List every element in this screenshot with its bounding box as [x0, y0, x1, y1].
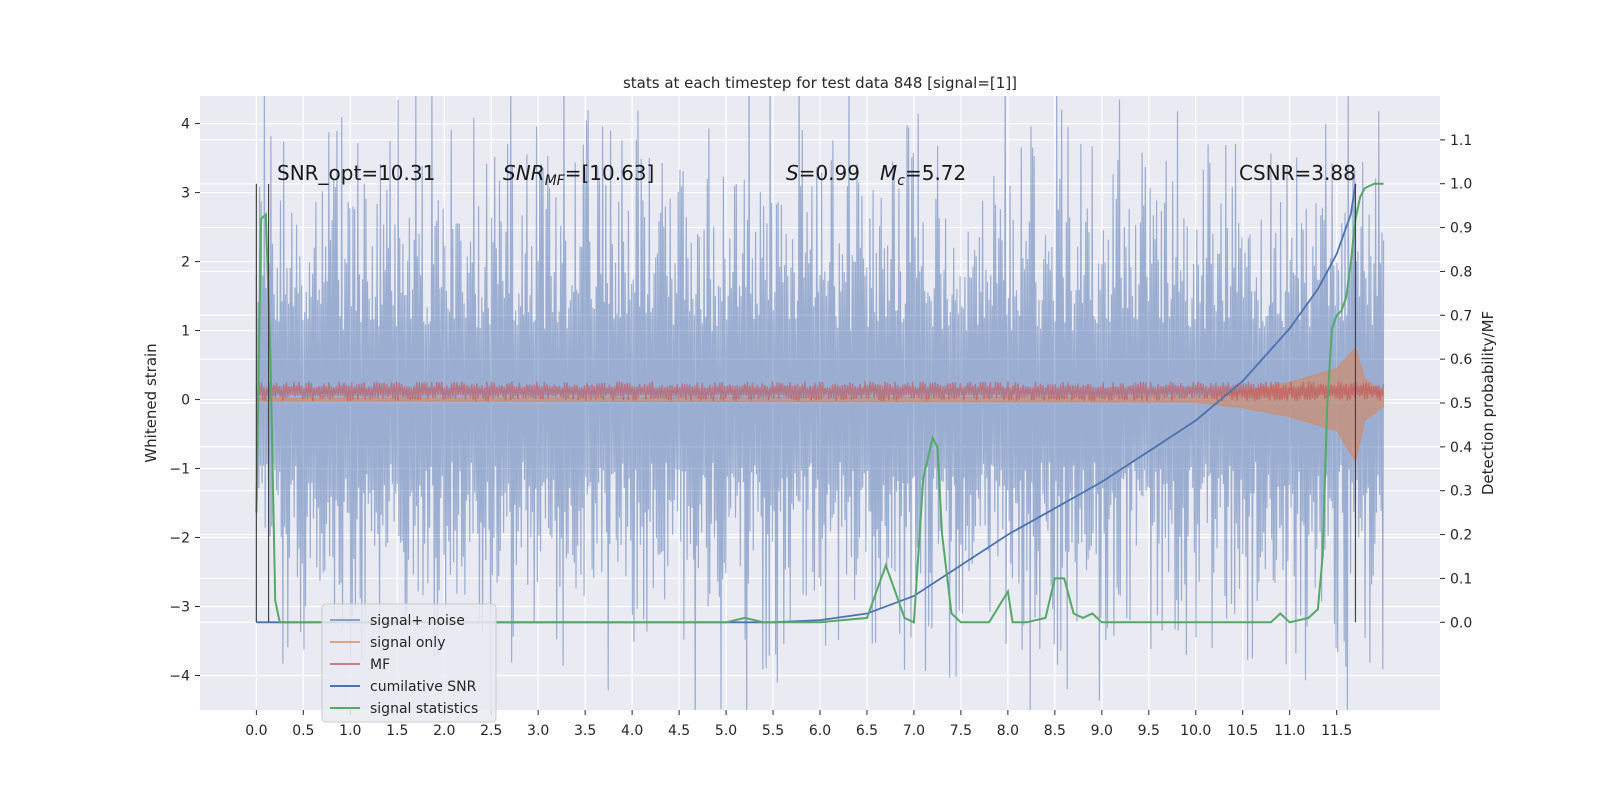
x-tick-label: 5.0 [715, 723, 737, 739]
series-layer [255, 96, 1385, 710]
x-tick-label: 0.0 [245, 723, 267, 739]
x-tick-label: 9.0 [1091, 723, 1113, 739]
x-tick-label: 11.0 [1274, 723, 1305, 739]
chart-title: stats at each timestep for test data 848… [623, 74, 1017, 92]
x-tick-label: 9.5 [1138, 723, 1160, 739]
x-tick-label: 4.0 [621, 723, 643, 739]
x-tick-label: 6.0 [809, 723, 831, 739]
legend-frame [321, 603, 497, 723]
vertical-markers [255, 183, 1357, 623]
y-tick-label: −4 [169, 669, 190, 685]
annotation-s: S=0.99 [786, 161, 860, 185]
y2-tick-label: 0.5 [1450, 396, 1472, 412]
x-tick-label: 8.0 [997, 723, 1019, 739]
series-cumulative-snr-line [256, 183, 1357, 624]
y-tick-label: −3 [169, 600, 190, 616]
x-tick-label: 3.5 [574, 723, 596, 739]
legend-label: cumilative SNR [370, 679, 477, 695]
legend-label: signal+ noise [370, 613, 465, 629]
y2-axis-label: Detection probability/MF [1479, 311, 1497, 495]
series-signal-noise-line [255, 96, 1385, 710]
x-tick-label: 5.5 [762, 723, 784, 739]
x-tick-label: 0.5 [292, 723, 314, 739]
y2-tick-label: 0.3 [1450, 484, 1472, 500]
legend: signal+ noise signal only MF cumilative SNR… [321, 603, 497, 723]
ticks: 0.0 0.5 1.0 1.5 2.0 2.5 3.0 3.5 4.0 4.5 5.0 5.5 6.0 6… [169, 117, 1472, 739]
annotation-mc: Mc=5.72 [880, 161, 966, 189]
y2-tick-label: 0.8 [1450, 264, 1472, 280]
y-tick-label: 0 [181, 393, 190, 409]
series-mf-line [255, 381, 1385, 402]
legend-label: MF [370, 657, 390, 673]
annotation-snr-opt: SNR_opt=10.31 [277, 161, 435, 185]
y2-tick-label: 0.0 [1450, 615, 1472, 631]
legend-label: signal only [370, 635, 445, 651]
x-tick-label: 8.5 [1044, 723, 1066, 739]
y2-tick-label: 0.1 [1450, 571, 1472, 587]
y2-tick-label: 1.1 [1450, 133, 1472, 149]
y-tick-label: 4 [181, 117, 190, 133]
y-tick-label: −1 [169, 462, 190, 478]
y2-tick-label: 0.7 [1450, 308, 1472, 324]
y-axis-label: Whitened strain [142, 343, 160, 462]
y2-tick-label: 0.9 [1450, 221, 1472, 237]
y2-tick-label: 0.6 [1450, 352, 1472, 368]
x-tick-label: 7.0 [903, 723, 925, 739]
annotation-csnr: CSNR=3.88 [1239, 161, 1356, 185]
annotation-snr-mf: SNRMF=[10.63] [503, 161, 654, 189]
x-tick-label: 3.0 [527, 723, 549, 739]
x-tick-label: 6.5 [856, 723, 878, 739]
x-tick-label: 10.0 [1180, 723, 1211, 739]
x-tick-label: 2.0 [433, 723, 455, 739]
y2-tick-label: 0.2 [1450, 528, 1472, 544]
x-tick-label: 7.5 [950, 723, 972, 739]
legend-label: signal statistics [370, 701, 478, 717]
x-tick-label: 11.5 [1321, 723, 1352, 739]
x-tick-label: 10.5 [1227, 723, 1258, 739]
x-tick-label: 1.5 [386, 723, 408, 739]
y-tick-label: 2 [181, 255, 190, 271]
y-tick-label: 1 [181, 324, 190, 340]
x-tick-label: 2.5 [480, 723, 502, 739]
x-tick-label: 4.5 [668, 723, 690, 739]
y2-tick-label: 1.0 [1450, 177, 1472, 193]
series-signal-statistics-line [255, 182, 1384, 624]
y2-tick-label: 0.4 [1450, 440, 1472, 456]
y-tick-label: −2 [169, 531, 190, 547]
y-tick-label: 3 [181, 186, 190, 202]
x-tick-label: 1.0 [339, 723, 361, 739]
annotations: SNR_opt=10.31 SNRMF=[10.63] S=0.99 Mc=5.72 C… [277, 161, 1356, 189]
